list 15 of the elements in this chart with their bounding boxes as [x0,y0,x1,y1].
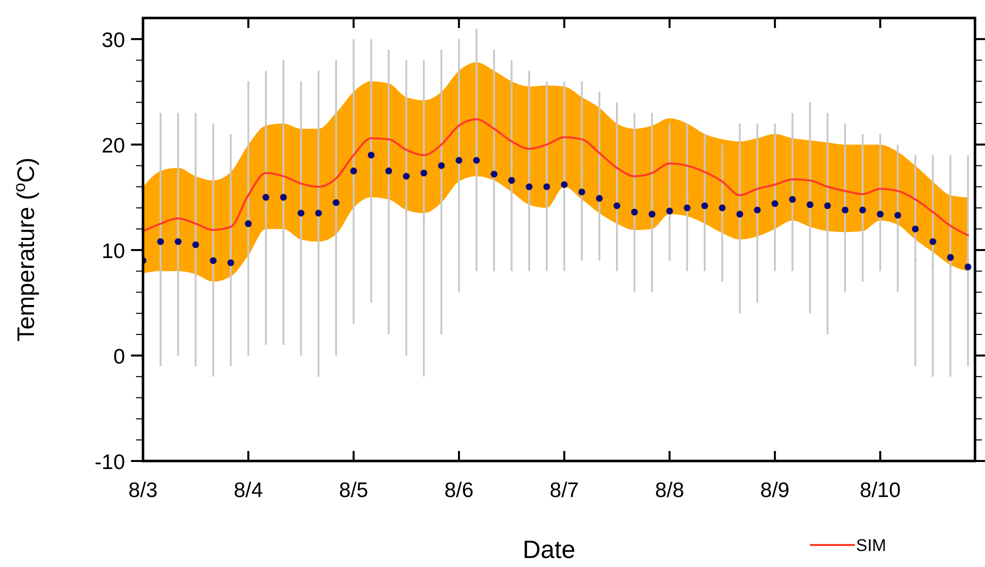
x-tick-label: 8/7 [550,479,579,502]
legend-label: SIM [856,536,886,555]
y-tick-label: 30 [102,29,125,52]
x-tick-label: 8/10 [860,479,901,502]
x-tick-label: 8/3 [128,479,158,502]
x-tick-label: 8/6 [444,479,474,502]
y-tick-label: 10 [102,240,125,264]
y-tick-label: -10 [94,451,125,474]
x-tick-label: 8/8 [654,479,684,502]
x-tick-label: 8/9 [760,479,790,502]
x-axis-title: Date [522,536,576,564]
y-tick-label: 20 [102,134,125,158]
y-tick-label: 0 [113,346,125,369]
x-tick-label: 8/5 [339,479,368,502]
x-tick-label: 8/4 [234,479,264,502]
